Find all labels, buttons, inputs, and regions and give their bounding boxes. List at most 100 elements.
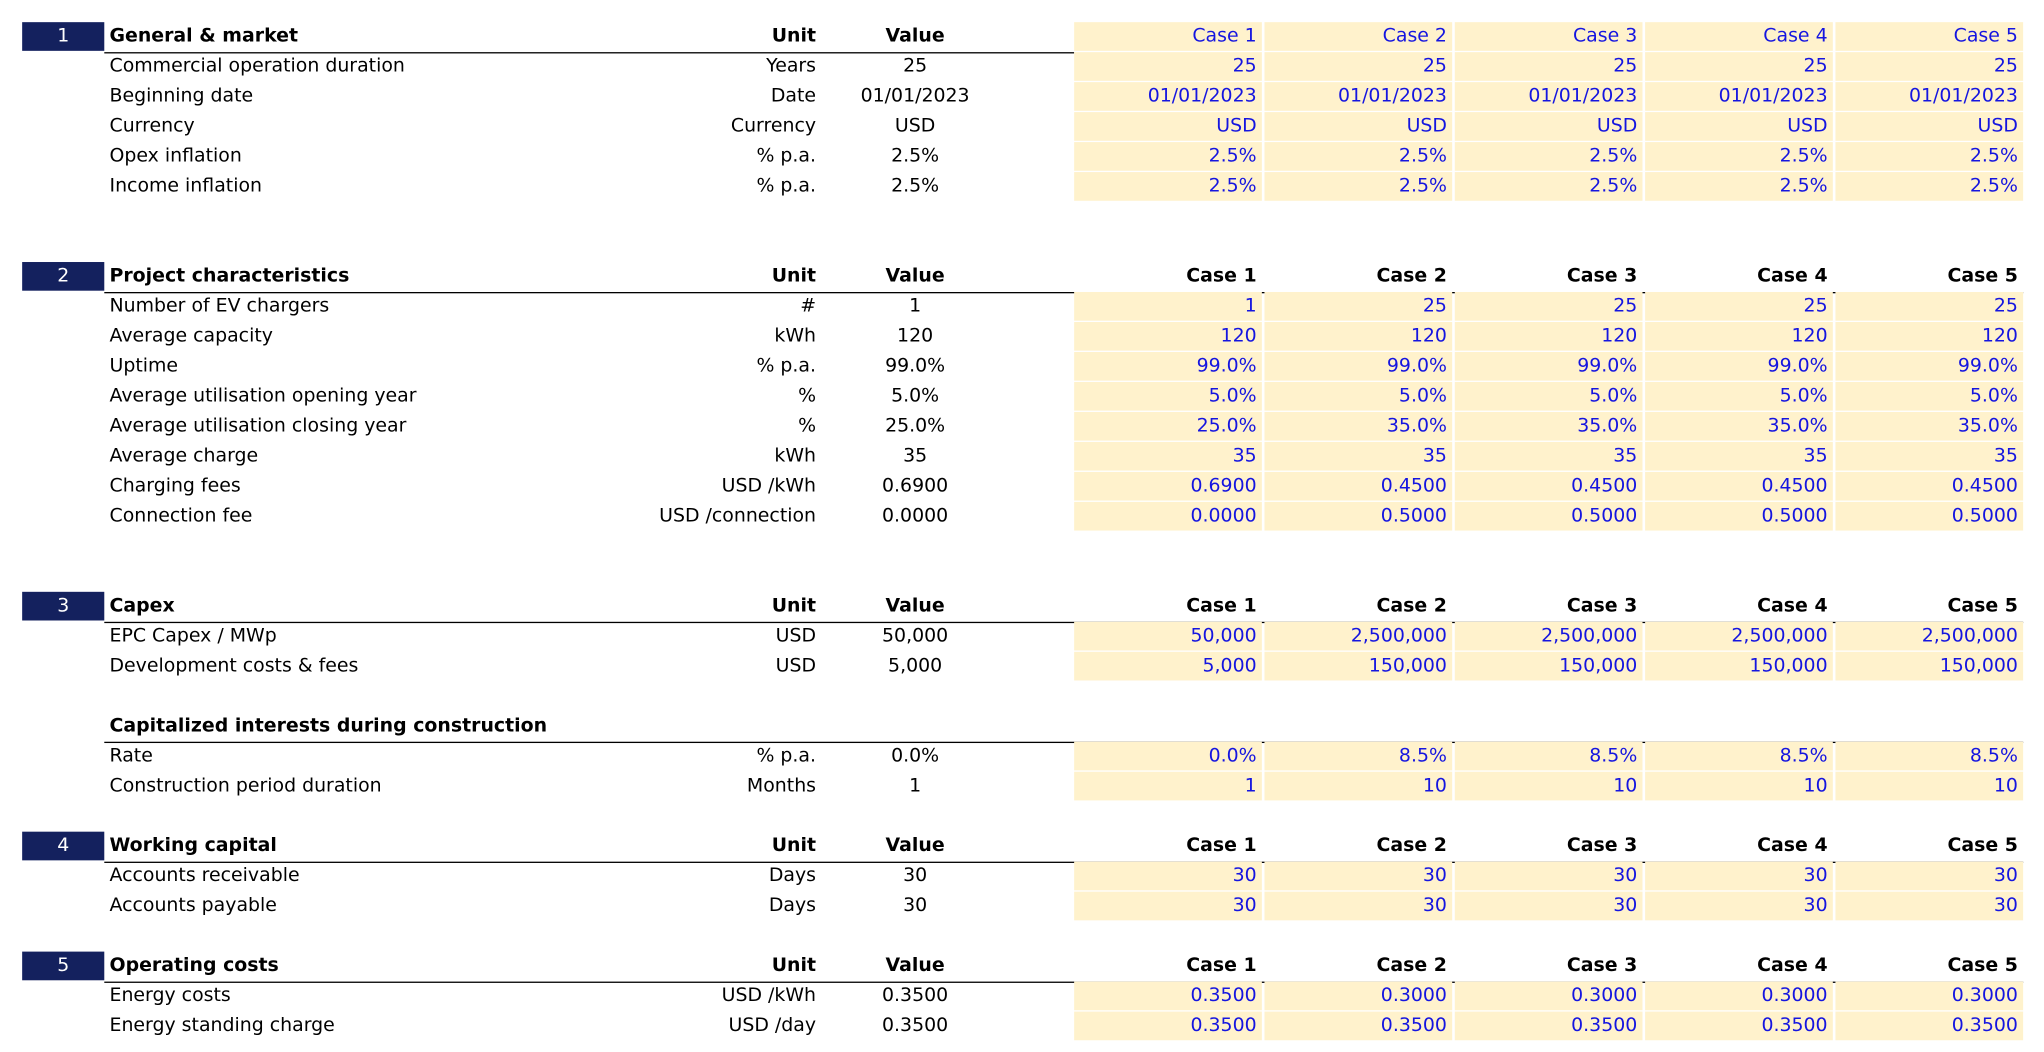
case-input: 0.3000: [1454, 981, 1643, 1011]
case-input: 35.0%: [1645, 411, 1833, 441]
case-header: Case 2: [1376, 835, 1447, 857]
header-rule: [104, 621, 2024, 624]
case-input: 2,500,000: [1264, 621, 1453, 651]
case-input: 120: [1264, 321, 1453, 351]
section-number: 2: [22, 262, 105, 291]
section-number: 5: [22, 951, 105, 981]
row-label: Charging fees: [109, 475, 241, 497]
case-header: Case 5: [1835, 22, 2024, 51]
case-header: Case 5: [1947, 955, 2018, 977]
case-input: 35.0%: [1264, 411, 1453, 441]
case-header: Case 4: [1757, 265, 1828, 287]
row-value: 5.0%: [891, 385, 940, 407]
case-input: 0.3000: [1264, 981, 1453, 1011]
row-label: Average charge: [109, 445, 259, 467]
row-label: Average utilisation closing year: [109, 415, 407, 437]
case-header: Case 3: [1566, 595, 1638, 617]
case-input: 2.5%: [1454, 172, 1643, 201]
row-label: Commercial operation duration: [109, 56, 405, 77]
case-input: 35: [1074, 441, 1262, 471]
case-input: 01/01/2023: [1454, 82, 1643, 111]
row-label: Connection fee: [109, 505, 253, 527]
row-label: Beginning date: [109, 86, 254, 107]
value-header: Value: [885, 595, 945, 617]
case-input: 120: [1835, 321, 2024, 351]
row-label: Rate: [109, 745, 153, 767]
value-header: Value: [885, 26, 945, 47]
case-input: 30: [1454, 861, 1643, 891]
case-input: 01/01/2023: [1074, 82, 1262, 111]
section-title: Working capital: [109, 835, 277, 857]
row-value: 01/01/2023: [860, 86, 970, 107]
case-input: 2.5%: [1074, 142, 1262, 171]
row-unit: %: [798, 385, 817, 407]
case-input: 10: [1835, 771, 2024, 801]
case-input: 0.3000: [1645, 981, 1833, 1011]
header-rule: [104, 861, 2024, 863]
row-unit: Days: [768, 865, 817, 887]
case-input: USD: [1074, 112, 1262, 141]
case-input: 8.5%: [1264, 741, 1453, 771]
case-header: Case 2: [1264, 22, 1453, 51]
row-label: Development costs & fees: [109, 655, 359, 677]
case-input: USD: [1454, 112, 1643, 141]
row-label: Energy costs: [109, 985, 231, 1007]
header-rule: [104, 291, 2024, 294]
case-input: 25: [1645, 52, 1833, 81]
case-input: 0.5000: [1645, 501, 1833, 531]
case-header: Case 3: [1566, 835, 1638, 857]
case-header: Case 1: [1186, 835, 1257, 857]
case-header: Case 5: [1947, 265, 2018, 287]
case-header: Case 1: [1186, 595, 1257, 617]
case-header: Case 4: [1757, 955, 1828, 977]
section-number: 4: [22, 831, 105, 861]
row-label: Number of EV chargers: [109, 295, 330, 317]
row-value: 1: [909, 295, 922, 317]
case-input: 0.0%: [1074, 741, 1262, 771]
case-input: 35.0%: [1835, 411, 2024, 441]
case-input: 5.0%: [1835, 381, 2024, 411]
case-header: Case 1: [1186, 265, 1257, 287]
row-label: Accounts receivable: [109, 865, 300, 887]
case-input: 2.5%: [1264, 172, 1453, 201]
case-input: 0.6900: [1074, 471, 1262, 501]
case-input: 99.0%: [1645, 351, 1833, 381]
case-input: 0.3000: [1835, 981, 2024, 1011]
row-label: Average utilisation opening year: [109, 385, 417, 407]
case-input: 99.0%: [1454, 351, 1643, 381]
case-header: Case 5: [1947, 595, 2018, 617]
row-unit: Currency: [730, 116, 817, 137]
case-input: 5.0%: [1264, 381, 1453, 411]
case-input: USD: [1835, 112, 2024, 141]
case-input: 30: [1645, 861, 1833, 891]
case-input: 5.0%: [1074, 381, 1262, 411]
row-label: Accounts payable: [109, 895, 277, 917]
case-input: 50,000: [1074, 621, 1262, 651]
value-header: Value: [885, 955, 945, 977]
case-header: Case 3: [1566, 265, 1638, 287]
row-value: 0.0%: [891, 745, 940, 767]
header-rule: [104, 981, 2024, 983]
case-input: 2,500,000: [1835, 621, 2024, 651]
case-input: 30: [1835, 891, 2024, 921]
case-header: Case 2: [1376, 265, 1447, 287]
case-input: 0.5000: [1454, 501, 1643, 531]
case-input: 8.5%: [1645, 741, 1833, 771]
case-input: 0.5000: [1835, 501, 2024, 531]
row-label: Currency: [109, 116, 195, 137]
row-label: Income inflation: [109, 175, 262, 197]
case-input: 99.0%: [1264, 351, 1453, 381]
case-header: Case 2: [1376, 955, 1447, 977]
case-input: 30: [1645, 891, 1833, 921]
row-value: 1: [909, 775, 922, 797]
case-input: 25: [1074, 52, 1262, 81]
row-unit: Years: [766, 56, 817, 77]
case-input: 2.5%: [1835, 172, 2024, 201]
case-input: 30: [1264, 891, 1453, 921]
case-input: 25: [1835, 52, 2024, 81]
row-unit: % p.a.: [756, 145, 817, 167]
case-input: 5.0%: [1645, 381, 1833, 411]
row-unit: Date: [770, 86, 817, 107]
section-title: Operating costs: [109, 955, 279, 977]
